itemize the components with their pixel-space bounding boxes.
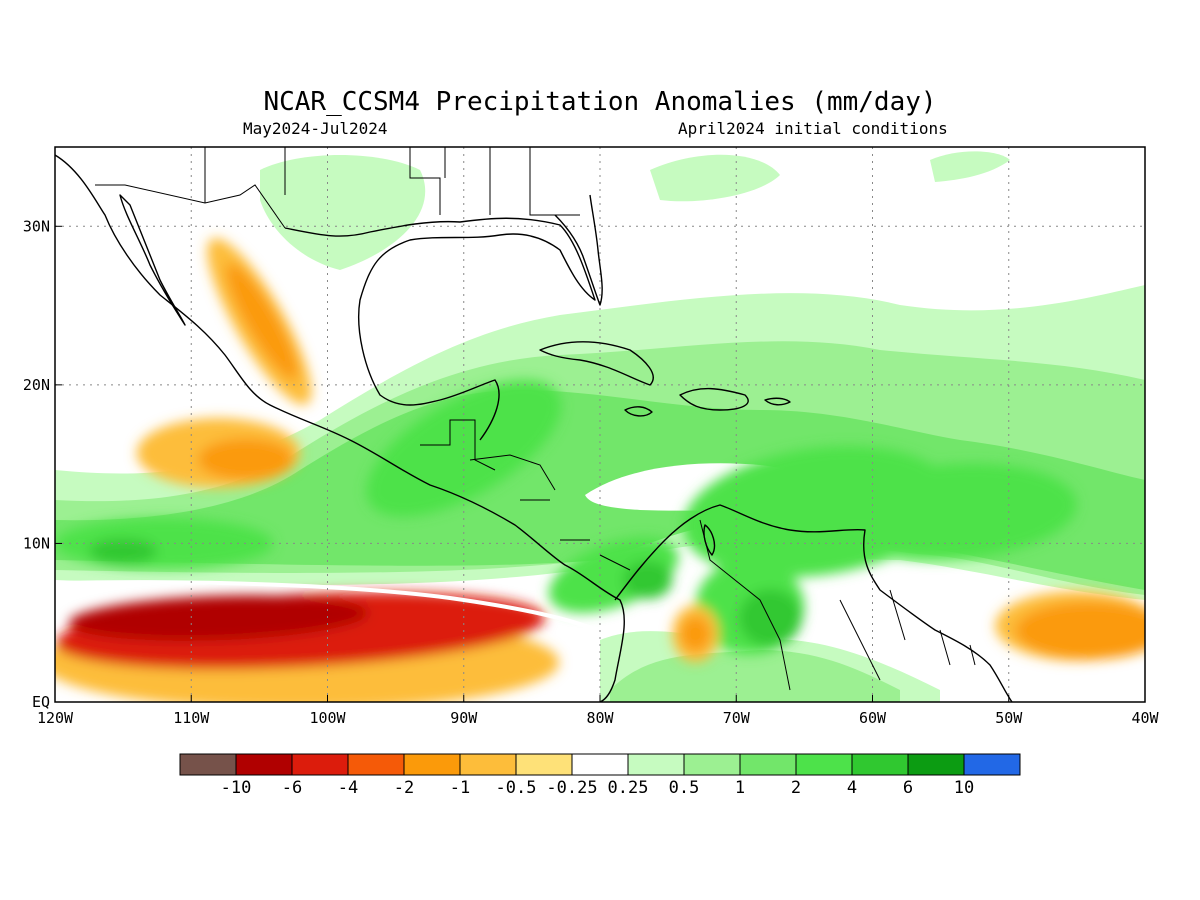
coastline-hispaniola — [679, 387, 749, 411]
lon-tick-label: 70W — [723, 709, 751, 727]
coastline-cuba — [539, 341, 654, 386]
border-us-states — [204, 147, 580, 216]
negative-anomaly--1-region-0 — [198, 438, 294, 480]
colorbar-swatch — [851, 753, 909, 776]
coastline-pacific — [55, 154, 625, 702]
positive-anomaly-6-region-0 — [89, 538, 158, 565]
colorbar-swatch — [739, 753, 797, 776]
lon-tick-label: 100W — [309, 709, 346, 727]
border-central-america — [469, 454, 631, 571]
positive-anomaly-4-region-1 — [831, 463, 1077, 560]
colorbar-label: 0.25 — [608, 778, 649, 798]
negative-anomaly--6-region-0 — [68, 595, 369, 641]
negative-anomaly--1-region-1 — [226, 263, 298, 380]
colorbar-label: 0.5 — [669, 778, 700, 798]
lon-tick-label: 60W — [859, 709, 887, 727]
lon-tick-label: 120W — [37, 709, 74, 727]
subtitle-period: May2024-Jul2024 — [243, 119, 388, 138]
colorbar-label: 10 — [954, 778, 974, 798]
colorbar-swatch — [291, 753, 349, 776]
lat-tick-label: EQ — [32, 693, 50, 711]
lon-tick-label: 80W — [586, 709, 614, 727]
coastline-gulf — [284, 217, 596, 441]
lat-tick-label: 20N — [23, 376, 50, 394]
lat-tick-label: 10N — [23, 534, 50, 552]
colorbar-label: 1 — [735, 778, 745, 798]
anomaly-region-light-green-east — [930, 151, 1010, 182]
negative-anomaly--1-region-2 — [1015, 602, 1145, 660]
colorbar-swatch — [347, 753, 405, 776]
coastlines — [55, 154, 1013, 702]
colorbar-label: 4 — [847, 778, 857, 798]
coastline-baja — [119, 194, 186, 326]
coastline-south-america — [614, 504, 1013, 702]
colorbar-swatch — [963, 753, 1021, 776]
colorbar-label: -6 — [282, 778, 302, 798]
map-title: NCAR_CCSM4 Precipitation Anomalies (mm/d… — [263, 87, 936, 117]
border-us-mexico — [95, 184, 286, 229]
positive-anomaly-6-region-2 — [738, 589, 802, 647]
positive-anomaly-6-region-1 — [623, 560, 673, 599]
country-borders — [95, 147, 976, 691]
lon-tick-label: 50W — [995, 709, 1023, 727]
colorbar-swatch — [515, 753, 573, 776]
colorbar-swatch — [627, 753, 685, 776]
colorbar-label: -1 — [450, 778, 470, 798]
coastline-lake-maracaibo — [703, 524, 716, 556]
lon-tick-label: 40W — [1131, 709, 1159, 727]
coastline-florida — [554, 194, 603, 306]
border-guatemala — [420, 419, 496, 471]
border-guianas — [889, 589, 976, 666]
colorbar-label: -0.25 — [546, 778, 597, 798]
colorbar: -10 -6 -4 -2 -1 -0.5 -0.25 0.25 0.5 1 2 4 6 10 — [179, 753, 1021, 798]
colorbar-swatch — [683, 753, 741, 776]
colorbar-swatch — [459, 753, 517, 776]
colorbar-swatch — [235, 753, 293, 776]
lat-lon-grid — [55, 147, 1145, 702]
colorbar-swatch — [571, 753, 629, 776]
coastline-jamaica — [624, 406, 653, 417]
colorbar-swatch — [403, 753, 461, 776]
anomaly-region-light-green-atlantic — [650, 154, 780, 202]
negative-anomaly--1-region-3 — [680, 616, 711, 652]
anomaly-region-light-green-north — [260, 155, 426, 270]
map-plot-area — [55, 147, 1145, 702]
border-colombia-venezuela — [699, 519, 881, 691]
anomaly-region-green-south — [610, 650, 900, 702]
colorbar-swatch — [907, 753, 965, 776]
coastline-puerto-rico — [764, 397, 791, 406]
colorbar-label: -2 — [394, 778, 414, 798]
colorbar-label: -0.5 — [496, 778, 537, 798]
colorbar-label: -10 — [221, 778, 252, 798]
positive-anomaly-4-region-3 — [55, 518, 273, 569]
lat-tick-label: 30N — [23, 217, 50, 235]
colorbar-label: 6 — [903, 778, 913, 798]
subtitle-initial-conditions: April2024 initial conditions — [678, 119, 948, 138]
lon-tick-label: 110W — [173, 709, 210, 727]
colorbar-swatch — [795, 753, 853, 776]
map-axes: 120W 110W 100W 90W 80W 70W 60W 50W 40W EQ 10N 20N 30… — [23, 217, 1160, 727]
anomaly-neutral-strip — [55, 580, 611, 637]
colorbar-label: 2 — [791, 778, 801, 798]
colorbar-label: -4 — [338, 778, 358, 798]
lon-tick-label: 90W — [450, 709, 478, 727]
colorbar-swatch — [179, 753, 237, 776]
anomaly-blobs — [55, 238, 1145, 702]
